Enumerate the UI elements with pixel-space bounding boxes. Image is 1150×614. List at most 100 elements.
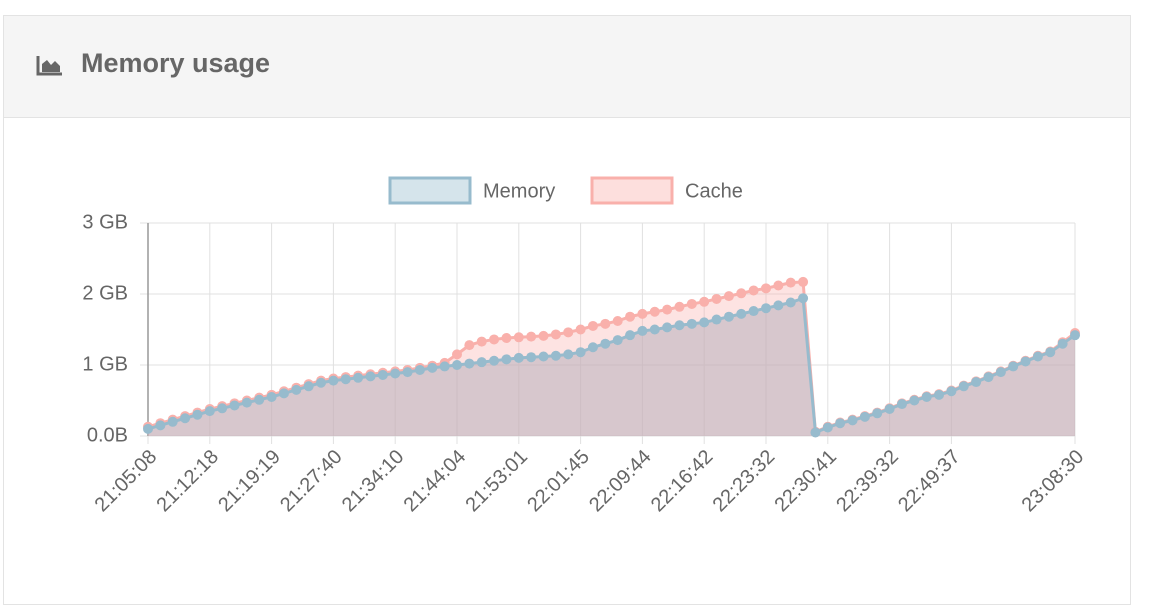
point [625,330,636,341]
point [600,318,611,329]
point [909,395,920,406]
point [204,406,215,417]
point [278,388,289,399]
point [748,285,759,296]
chart-icon [36,56,62,76]
point [637,308,648,319]
point [180,413,191,424]
x-tick-label: 22:01:45 [523,446,594,517]
point [699,296,710,307]
point [785,297,796,308]
point [390,368,401,379]
x-tick-label: 22:09:44 [585,446,656,517]
x-tick-label: 22:49:37 [894,446,965,517]
point [476,336,487,347]
point [810,427,821,438]
point [291,384,302,395]
legend-swatch [388,176,472,205]
point [254,394,265,405]
point [612,315,623,326]
point [884,404,895,415]
point [563,327,574,338]
point [773,300,784,311]
panel-title: Memory usage [81,48,271,78]
x-tick-label: 21:53:01 [461,446,532,517]
point [921,391,932,402]
point [550,329,561,340]
point [859,411,870,422]
point [513,352,524,363]
point [674,320,685,331]
point [538,351,549,362]
point [452,360,462,370]
point [1045,347,1056,358]
legend-label: Cache [685,180,743,202]
point [699,317,710,328]
point [798,293,809,304]
x-tick-label: 21:19:19 [214,446,285,517]
point [414,364,425,375]
point [847,415,858,426]
x-tick-label: 23:08:30 [1018,446,1089,517]
series-line [147,296,1076,435]
point [637,325,648,336]
point [365,371,376,382]
point [266,391,277,402]
point [476,357,487,368]
point [896,399,907,410]
point [723,311,734,322]
point [587,320,598,331]
point [489,355,500,366]
point [452,349,462,360]
point [686,318,697,329]
point [353,372,364,383]
x-tick-label: 22:23:32 [709,446,780,517]
x-tick-label: 22:16:42 [647,446,718,517]
point [340,374,351,385]
point [761,283,771,294]
point [711,314,722,325]
point [464,358,475,369]
area-fill [148,298,1075,436]
point [501,333,512,344]
point [575,347,586,358]
y-tick-label: 3 GB [82,211,128,233]
point [785,277,796,288]
point [946,386,957,397]
point [995,367,1006,378]
point [167,416,178,427]
point [464,340,475,351]
point [711,293,722,304]
point [736,288,747,299]
point [662,322,673,333]
x-tick-label: 22:39:32 [832,446,903,517]
point [600,338,611,349]
point [748,306,759,317]
y-tick-label: 0.0B [87,424,128,446]
point [587,342,598,353]
point [934,389,945,400]
y-tick-label: 1 GB [82,353,128,375]
point [1008,361,1019,372]
point [798,276,809,287]
point [563,349,574,360]
point [538,330,549,341]
panel: Memory usage [3,15,1131,605]
point [736,308,747,319]
point [501,354,512,365]
point [822,422,833,433]
point [513,332,524,343]
panel-header: Memory usage [4,16,1130,118]
point [649,306,660,317]
point [575,324,586,335]
point [686,298,697,309]
y-tick-label: 2 GB [82,282,128,304]
point [971,377,982,388]
x-tick-label: 22:30:41 [770,446,841,517]
point [662,304,673,315]
point [377,369,388,380]
point [1020,356,1031,367]
point [958,381,969,392]
